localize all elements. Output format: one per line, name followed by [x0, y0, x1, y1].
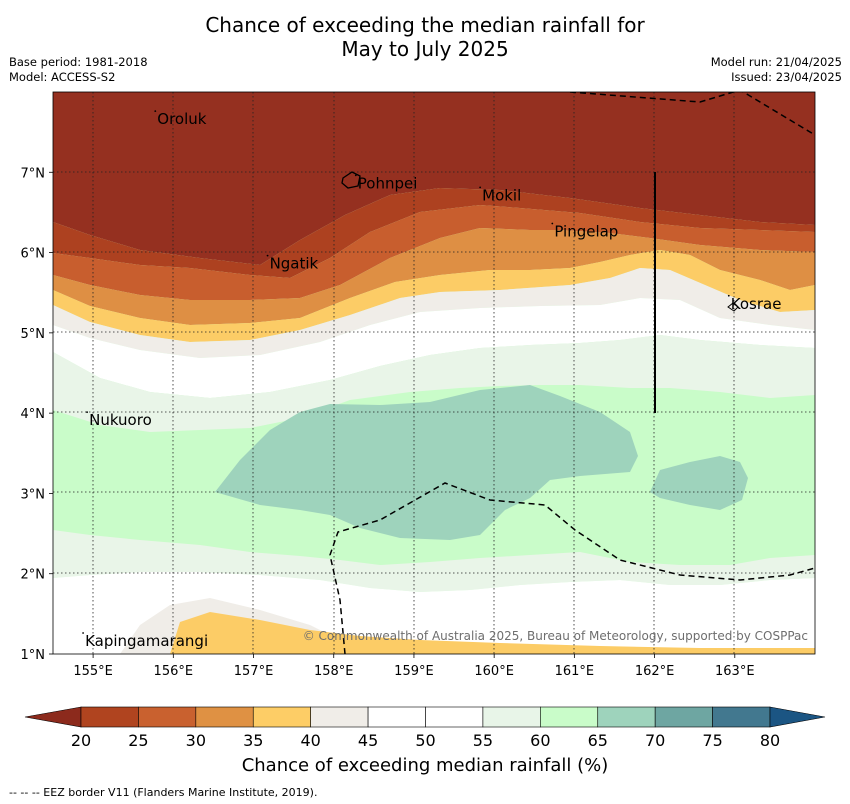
kosrae-coastline — [727, 302, 739, 312]
model-run-text: Model run: 21/04/2025 — [710, 55, 842, 69]
map-gridlines — [53, 92, 815, 654]
map-frame — [52, 91, 816, 655]
x-tick-label: 155°E — [73, 664, 113, 679]
field-40-45 — [53, 250, 815, 342]
y-tick-label: 7°N — [21, 166, 46, 181]
x-tick-label: 162°E — [635, 664, 675, 679]
place-marker — [727, 294, 730, 297]
place-marker — [86, 411, 88, 414]
place-label-mokil: Mokil — [482, 186, 521, 204]
y-tick-label: 3°N — [21, 487, 46, 502]
y-axis-ticks: 1°N 2°N 3°N 4°N 5°N 6°N 7°N — [21, 166, 53, 663]
colorbar-segment — [482, 706, 541, 728]
colorbar-tick-label: 80 — [760, 731, 780, 750]
place-label-kapingamarangi: Kapingamarangi — [85, 632, 208, 650]
model-text: Model: ACCESS-S2 — [9, 70, 116, 84]
place-marker — [266, 254, 269, 257]
colorbar-extend-low — [24, 706, 82, 728]
colorbar: 20 25 30 35 40 45 50 55 60 65 70 75 80 — [24, 706, 826, 750]
colorbar-segment — [252, 706, 311, 728]
place-marker — [82, 632, 84, 634]
colorbar-tick-label: 45 — [358, 731, 378, 750]
map-title-line-2: May to July 2025 — [341, 37, 509, 61]
colorbar-tick-label: 25 — [128, 731, 148, 750]
x-tick-label: 158°E — [314, 664, 354, 679]
place-labels: Oroluk Pohnpei Mokil Pingelap Ngatik Kosrae Nu… — [82, 110, 781, 650]
colorbar-segment — [138, 706, 197, 728]
colorbar-tick-label: 60 — [530, 731, 550, 750]
x-tick-label: 159°E — [394, 664, 434, 679]
colorbar-tick-label: 75 — [702, 731, 722, 750]
colorbar-segment — [367, 706, 426, 728]
place-label-ngatik: Ngatik — [270, 255, 319, 273]
x-tick-label: 156°E — [154, 664, 194, 679]
colorbar-tick-label: 65 — [588, 731, 608, 750]
map-title-line-1: Chance of exceeding the median rainfall … — [205, 13, 645, 37]
colorbar-tick-label: 20 — [71, 731, 91, 750]
field-40-45-south — [170, 612, 815, 654]
field-55-60-south — [53, 530, 815, 592]
field-35-40 — [53, 228, 815, 325]
meta-left: Base period: 1981-2018 Model: ACCESS-S2 — [9, 55, 148, 85]
place-label-pingelap: Pingelap — [554, 223, 618, 241]
copyright-text: © Commonwealth of Australia 2025, Bureau… — [303, 629, 808, 643]
x-tick-label: 161°E — [555, 664, 595, 679]
field-45-50 — [53, 268, 815, 358]
x-tick-label: 157°E — [234, 664, 274, 679]
colorbar-extend-high — [769, 706, 826, 728]
colorbar-segment — [597, 706, 656, 728]
field-55-60 — [53, 335, 815, 432]
place-label-kosrae: Kosrae — [731, 295, 782, 313]
eez-border-lines — [329, 92, 815, 654]
probability-fields — [53, 92, 815, 654]
field-65-70-west — [215, 385, 638, 540]
y-tick-label: 6°N — [21, 247, 46, 262]
field-30-35 — [53, 205, 815, 300]
y-tick-label: 5°N — [21, 327, 46, 342]
colorbar-tick-label: 55 — [473, 731, 493, 750]
colorbar-segment — [540, 706, 599, 728]
x-tick-label: 160°E — [474, 664, 514, 679]
colorbar-tick-label: 40 — [300, 731, 320, 750]
colorbar-segment — [80, 706, 139, 728]
colorbar-tick-label: 35 — [243, 731, 263, 750]
field-65-70-east — [650, 456, 748, 510]
y-tick-label: 4°N — [21, 407, 46, 422]
meta-right: Model run: 21/04/2025 Issued: 23/04/2025 — [711, 55, 842, 85]
colorbar-tick-label: 50 — [415, 731, 435, 750]
place-marker — [479, 186, 482, 189]
field-50-55 — [53, 298, 815, 398]
colorbar-tick-label: 70 — [645, 731, 665, 750]
issued-text: Issued: 23/04/2025 — [731, 70, 842, 84]
base-period-text: Base period: 1981-2018 — [9, 55, 148, 69]
colorbar-segment — [654, 706, 713, 728]
field-20-25 — [53, 92, 815, 265]
place-marker — [354, 174, 357, 177]
place-marker — [551, 222, 554, 225]
eez-footnote: -- -- -- EEZ border V11 (Flanders Marine… — [9, 786, 318, 799]
colorbar-segment — [425, 706, 484, 728]
colorbar-label: Chance of exceeding median rainfall (%) — [241, 755, 609, 776]
y-tick-label: 1°N — [21, 648, 46, 663]
x-axis-ticks: 155°E 156°E 157°E 158°E 159°E 160°E 161°E 162°E… — [73, 654, 755, 679]
place-label-pohnpei: Pohnpei — [358, 174, 418, 192]
pohnpei-coastline — [341, 171, 361, 189]
colorbar-segment — [195, 706, 254, 728]
place-marker — [154, 110, 157, 113]
place-label-nukuoro: Nukuoro — [89, 411, 152, 429]
y-tick-label: 2°N — [21, 568, 46, 583]
x-tick-label: 163°E — [715, 664, 755, 679]
colorbar-tick-label: 30 — [186, 731, 206, 750]
place-label-oroluk: Oroluk — [157, 110, 206, 128]
field-25-30 — [53, 188, 815, 278]
colorbar-segment — [712, 706, 771, 728]
colorbar-segment — [310, 706, 369, 728]
